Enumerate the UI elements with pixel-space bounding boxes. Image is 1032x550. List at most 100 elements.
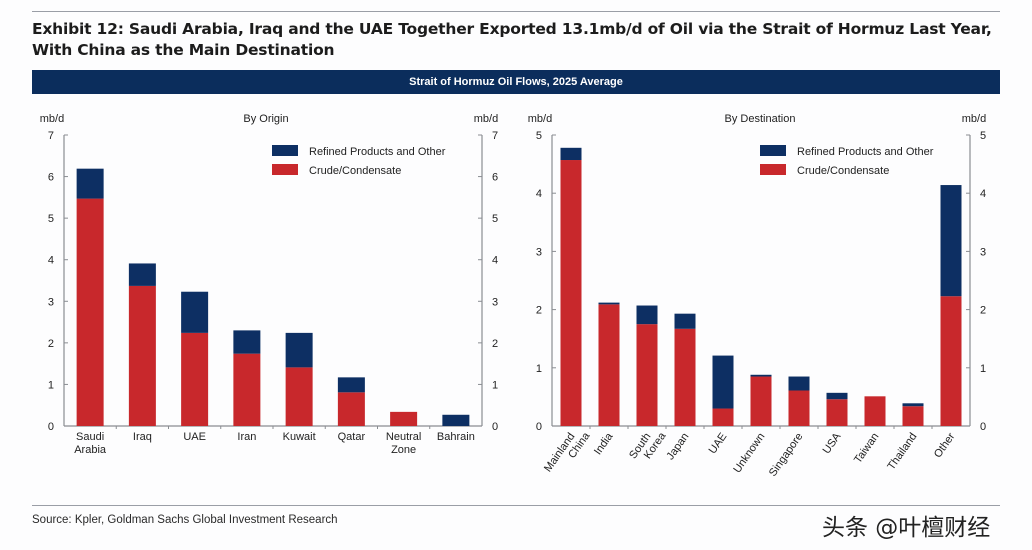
legend-label-refined: Refined Products and Other (309, 146, 446, 158)
y-axis-unit-left: mb/d (40, 113, 64, 125)
bar-crude-uae (181, 332, 209, 426)
x-tick-label-line: Japan (664, 431, 691, 462)
x-tick-label: Zone (391, 444, 416, 456)
x-tick-label: Kuwait (283, 431, 316, 443)
y-tick-label-right: 3 (492, 296, 498, 308)
y-tick-label-left: 3 (48, 296, 54, 308)
bar-refined-iran (233, 330, 261, 354)
y-tick-label-left: 6 (48, 172, 54, 184)
x-tick-label: Saudi (76, 431, 104, 443)
x-tick-label-line: Other (932, 431, 958, 461)
y-tick-label-left: 5 (48, 213, 54, 225)
bar-refined-singapore (788, 376, 810, 391)
bar-refined-japan (674, 313, 696, 329)
bar-crude-usa (826, 399, 848, 426)
y-tick-label-left: 1 (536, 363, 542, 375)
x-tick-label-line: Singapore (767, 431, 806, 479)
bar-crude-mainland-china (560, 160, 582, 426)
x-tick-label: Qatar (338, 431, 366, 443)
y-tick-label-right: 5 (980, 130, 986, 142)
y-axis-unit-right: mb/d (474, 113, 498, 125)
watermark: 头条 @叶檀财经 (822, 515, 991, 541)
bar-refined-bahrain (442, 414, 470, 426)
x-tick-label: Unknown (731, 431, 767, 475)
bar-crude-iran (233, 353, 261, 426)
x-tick-label: Bahrain (437, 431, 475, 443)
banner-title: Strait of Hormuz Oil Flows, 2025 Average (409, 76, 623, 88)
bar-refined-thailand (902, 403, 924, 407)
x-tick-label: Singapore (767, 431, 806, 479)
bar-refined-other (940, 185, 962, 297)
y-tick-label-right: 7 (492, 130, 498, 142)
bar-crude-kuwait (285, 367, 313, 426)
x-tick-label: Taiwan (852, 431, 881, 466)
bar-refined-qatar (337, 377, 365, 393)
y-axis-unit-left: mb/d (528, 113, 552, 125)
bar-crude-unknown (750, 376, 772, 426)
bottom-rule (32, 505, 1000, 506)
y-tick-label-right: 3 (980, 246, 986, 258)
bar-crude-other (940, 296, 962, 426)
bar-refined-iraq (128, 263, 156, 286)
bar-crude-south-korea (636, 324, 658, 426)
bar-crude-iraq (128, 285, 156, 426)
x-tick-label: UAE (707, 431, 730, 456)
x-tick-label: Other (932, 431, 958, 461)
x-tick-label: India (592, 430, 616, 457)
x-tick-label: Iraq (133, 431, 152, 443)
legend-label-crude: Crude/Condensate (797, 165, 889, 177)
y-tick-label-right: 1 (980, 363, 986, 375)
chart-title-destination: By Destination (725, 113, 796, 125)
bar-crude-qatar (337, 392, 365, 426)
y-tick-label-right: 0 (980, 421, 986, 433)
x-tick-label: Japan (664, 431, 691, 462)
x-tick-label: SouthKorea (627, 423, 669, 468)
x-tick-label-line: Taiwan (852, 431, 881, 466)
x-tick-label: MainlandChina (542, 423, 593, 481)
x-tick-label: USA (821, 430, 844, 456)
y-tick-label-left: 2 (48, 338, 54, 350)
bar-crude-japan (674, 328, 696, 426)
exhibit-title: Exhibit 12: Saudi Arabia, Iraq and the U… (32, 20, 992, 59)
legend-swatch-refined (272, 145, 298, 156)
chart-banner: Strait of Hormuz Oil Flows, 2025 Average (32, 70, 1000, 94)
y-tick-label-left: 4 (536, 188, 542, 200)
bar-refined-usa (826, 392, 848, 400)
y-tick-label-right: 5 (492, 213, 498, 225)
x-tick-label-line: Thailand (885, 431, 919, 472)
bar-crude-thailand (902, 406, 924, 426)
chart-title-origin: By Origin (243, 113, 288, 125)
x-tick-label: Neutral (386, 431, 421, 443)
bar-refined-saudi-arabia (76, 168, 104, 199)
y-axis-unit-right: mb/d (962, 113, 986, 125)
y-tick-label-left: 7 (48, 130, 54, 142)
bar-refined-mainland-china (560, 147, 582, 161)
x-tick-label-line: USA (821, 430, 844, 456)
x-tick-label: Iran (237, 431, 256, 443)
bar-refined-south-korea (636, 305, 658, 325)
bar-refined-uae (712, 355, 734, 409)
y-tick-label-right: 1 (492, 379, 498, 391)
legend-label-crude: Crude/Condensate (309, 165, 401, 177)
y-tick-label-left: 2 (536, 305, 542, 317)
x-tick-label-line: UAE (707, 431, 730, 456)
x-tick-label: Thailand (885, 431, 919, 472)
y-tick-label-left: 1 (48, 379, 54, 391)
bar-crude-uae (712, 408, 734, 426)
y-tick-label-left: 3 (536, 246, 542, 258)
bar-refined-unknown (750, 374, 772, 377)
y-tick-label-left: 5 (536, 130, 542, 142)
bar-refined-india (598, 302, 620, 305)
x-tick-label: UAE (183, 431, 206, 443)
x-tick-label: Arabia (74, 444, 107, 456)
source-note: Source: Kpler, Goldman Sachs Global Inve… (32, 514, 338, 526)
bar-crude-india (598, 304, 620, 426)
bar-crude-taiwan (864, 396, 886, 426)
bar-crude-singapore (788, 390, 810, 426)
y-tick-label-right: 2 (980, 305, 986, 317)
bar-refined-uae (181, 291, 209, 333)
bar-refined-kuwait (285, 332, 313, 368)
legend-swatch-crude (760, 164, 786, 175)
x-tick-label-line: India (592, 430, 616, 457)
y-tick-label-right: 2 (492, 338, 498, 350)
